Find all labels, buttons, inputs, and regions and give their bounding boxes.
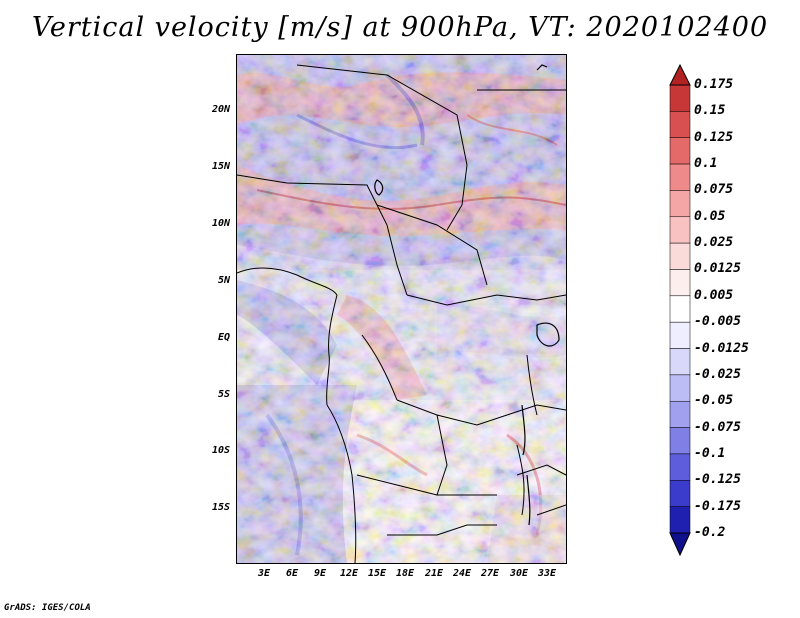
colorbar-swatch bbox=[669, 190, 691, 218]
colorbar-swatch bbox=[669, 427, 691, 455]
colorbar-top-arrow bbox=[669, 63, 691, 86]
colorbar-swatch bbox=[669, 111, 691, 138]
colorbar-swatch bbox=[669, 242, 691, 270]
colorbar-swatch bbox=[669, 84, 691, 112]
colorbar-label: -0.0125 bbox=[694, 340, 749, 356]
colorbar-swatch bbox=[669, 295, 691, 323]
grads-credit: GrADS: IGES/COLA bbox=[4, 603, 91, 613]
colorbar-swatch bbox=[669, 163, 691, 191]
colorbar-swatch bbox=[669, 348, 691, 376]
colorbar-swatch bbox=[669, 400, 691, 428]
colorbar-label: -0.05 bbox=[694, 393, 734, 409]
colorbar-label: -0.1 bbox=[694, 445, 726, 461]
lon-label-3e: 3E bbox=[257, 568, 271, 579]
colorbar-label: 0.175 bbox=[694, 77, 734, 92]
lakes bbox=[374, 64, 560, 526]
colorbar-label: 0.005 bbox=[694, 287, 734, 303]
lat-label-5s: 5S bbox=[217, 389, 230, 400]
colorbar-label: -0.025 bbox=[694, 366, 741, 382]
lat-label-10n: 10N bbox=[211, 218, 230, 229]
lat-label-10s: 10S bbox=[211, 445, 230, 456]
colorbar-swatch bbox=[669, 480, 691, 507]
lon-label-24e: 24E bbox=[452, 568, 472, 579]
lon-label-30e: 30E bbox=[509, 568, 529, 579]
colorbar-swatch bbox=[669, 321, 691, 349]
colorbar-label: 0.075 bbox=[694, 182, 734, 198]
lon-label-33e: 33E bbox=[537, 568, 557, 579]
lon-label-27e: 27E bbox=[480, 568, 500, 579]
colorbar-label: -0.075 bbox=[694, 419, 741, 435]
colorbar-label: 0.1 bbox=[694, 156, 718, 172]
colorbar-label: 0.125 bbox=[694, 129, 734, 145]
lat-label-15n: 15N bbox=[211, 161, 230, 172]
lon-label-9e: 9E bbox=[313, 568, 327, 579]
lat-label-eq: EQ bbox=[217, 332, 230, 343]
map-frame bbox=[236, 54, 567, 564]
colorbar-swatch bbox=[669, 453, 691, 481]
colorbar-label: 0.025 bbox=[694, 235, 734, 251]
vertical-velocity-field bbox=[237, 55, 566, 563]
lon-label-6e: 6E bbox=[285, 568, 299, 579]
colorbar-label: -0.175 bbox=[694, 498, 741, 514]
chart-title: Vertical velocity [m/s] at 900hPa, VT: 2… bbox=[31, 12, 769, 43]
lon-label-15e: 15E bbox=[367, 568, 387, 579]
lat-label-20n: 20N bbox=[211, 104, 230, 115]
colorbar-swatch bbox=[669, 137, 691, 165]
lon-label-18e: 18E bbox=[395, 568, 415, 579]
lat-label-5n: 5N bbox=[217, 275, 230, 286]
colorbar-label: -0.005 bbox=[694, 314, 741, 330]
lon-label-21e: 21E bbox=[424, 568, 444, 579]
colorbar-swatch bbox=[669, 269, 691, 297]
colorbar-label: 0.0125 bbox=[694, 261, 741, 277]
colorbar-label: -0.125 bbox=[694, 472, 741, 488]
field-texture bbox=[237, 55, 566, 563]
colorbar-swatch bbox=[669, 374, 691, 402]
colorbar-label: 0.05 bbox=[694, 208, 726, 224]
colorbar-label: 0.15 bbox=[694, 103, 726, 119]
colorbar-svg bbox=[669, 63, 691, 557]
lon-label-12e: 12E bbox=[339, 568, 359, 579]
colorbar-swatch bbox=[669, 216, 691, 244]
colorbar-bottom-arrow bbox=[669, 532, 691, 557]
colorbar-swatch bbox=[669, 506, 691, 534]
lat-label-15s: 15S bbox=[211, 502, 230, 513]
colorbar-label: -0.2 bbox=[694, 525, 726, 540]
borders bbox=[237, 64, 566, 563]
